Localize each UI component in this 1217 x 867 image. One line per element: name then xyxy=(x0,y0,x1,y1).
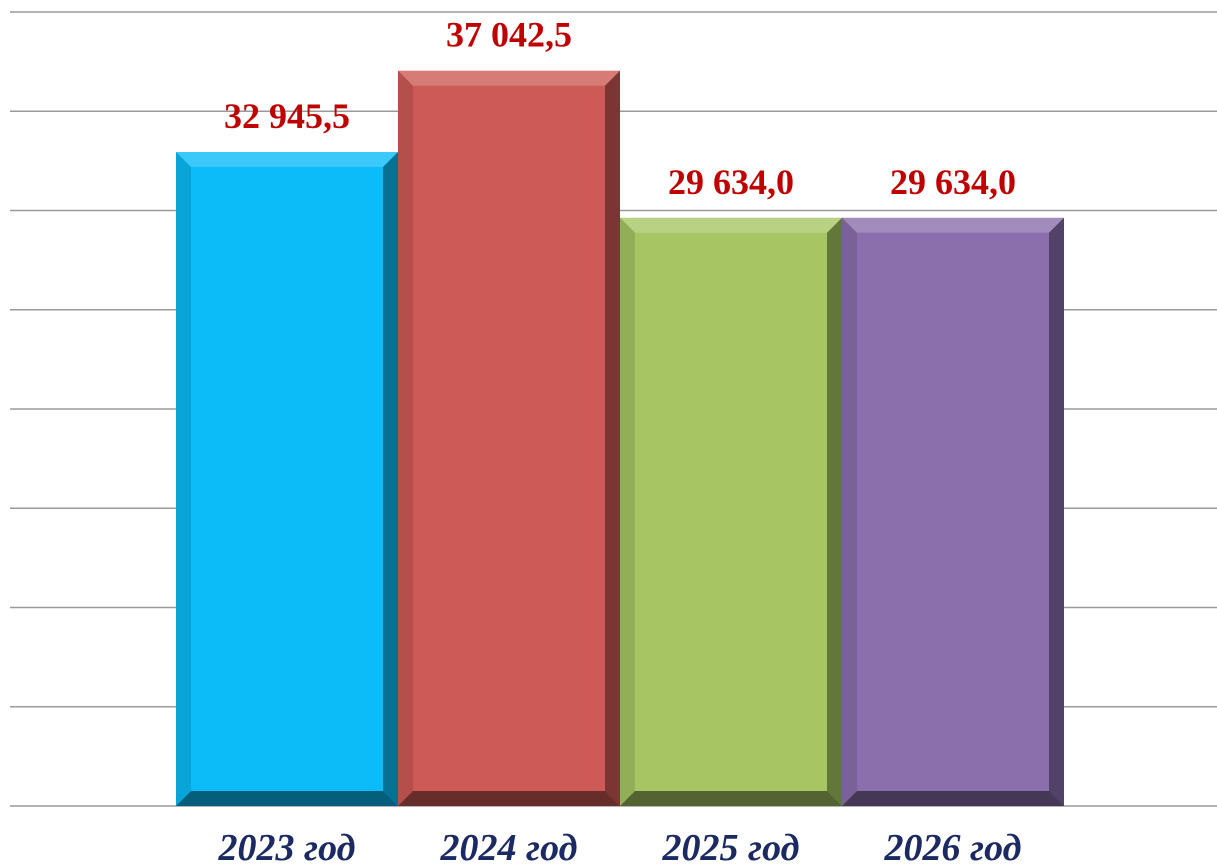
x-tick-label: 2025 год xyxy=(662,827,800,867)
value-label: 37 042,5 xyxy=(446,15,572,55)
bar xyxy=(398,71,620,806)
x-tick-label: 2024 год xyxy=(440,827,578,867)
chart: 32 945,5 2023 год 37 042,5 2024 год 29 634,0… xyxy=(0,0,1217,867)
x-tick-label: 2026 год xyxy=(884,827,1022,867)
bar xyxy=(842,218,1064,806)
bar-bevel xyxy=(620,791,842,806)
bar-bevel xyxy=(605,71,620,806)
value-label: 29 634,0 xyxy=(890,162,1016,202)
value-label: 29 634,0 xyxy=(668,162,794,202)
bar-bevel xyxy=(176,152,191,806)
bar-bevel xyxy=(842,218,1064,233)
bar-bevel xyxy=(620,218,842,233)
page: {"chart_data": {"type": "bar", "categori… xyxy=(0,0,1217,867)
bar-bevel xyxy=(620,218,635,806)
value-label: 32 945,5 xyxy=(224,96,350,136)
bar-bevel xyxy=(1049,218,1064,806)
bar-bevel xyxy=(398,791,620,806)
bar xyxy=(176,152,398,806)
bar-bevel xyxy=(176,791,398,806)
bar-bevel xyxy=(398,71,413,806)
bar xyxy=(620,218,842,806)
bar-bevel xyxy=(827,218,842,806)
bar-bevel xyxy=(383,152,398,806)
bar-bevel xyxy=(842,791,1064,806)
bar-bevel xyxy=(842,218,857,806)
bar-bevel xyxy=(176,152,398,167)
x-tick-label: 2023 год xyxy=(218,827,356,867)
bar-bevel xyxy=(398,71,620,86)
